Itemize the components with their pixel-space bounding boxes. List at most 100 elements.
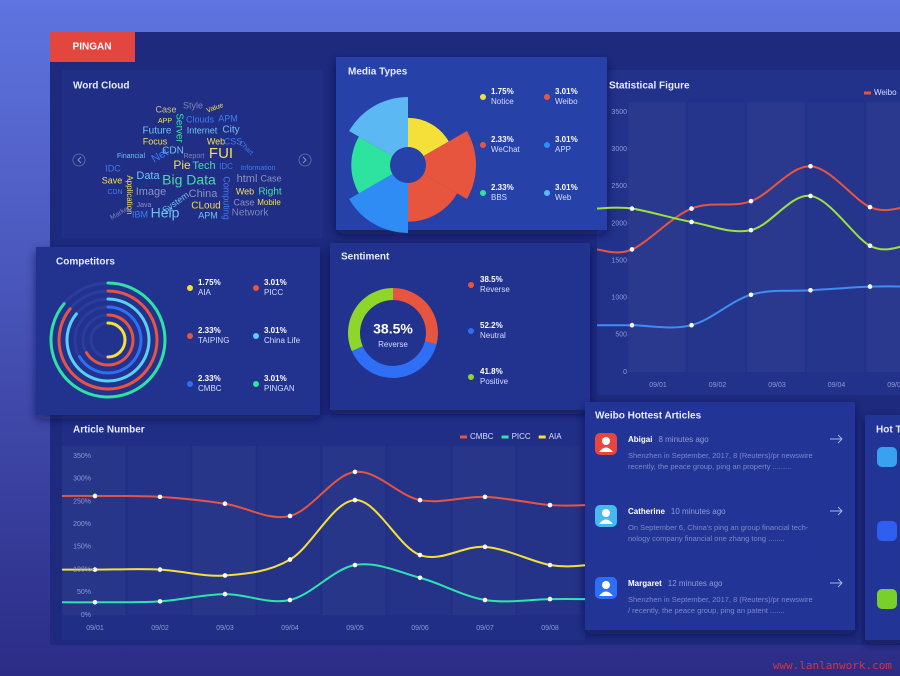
legend-label: APP (555, 145, 571, 154)
donut-segment (393, 288, 438, 345)
panel-title: Statistical Figure (609, 81, 690, 92)
prev-button[interactable] (72, 153, 86, 167)
x-tick-label: 09/05 (887, 382, 900, 389)
column-band (322, 446, 386, 615)
ring-arc (106, 321, 127, 359)
legend-label: Weibo (874, 88, 897, 97)
series-line (62, 470, 585, 519)
legend-dot (544, 190, 550, 196)
panel-title: Weibo Hottest Articles (595, 411, 702, 422)
column-band (518, 446, 581, 615)
word: Case (155, 104, 176, 114)
data-point (808, 287, 813, 293)
word: CSS (224, 136, 243, 146)
data-point (808, 193, 813, 199)
legend-value: 1.75% (198, 278, 221, 287)
legend-label: CMBC (198, 384, 222, 393)
word: html (237, 173, 258, 185)
rose-sector (351, 136, 393, 194)
y-tick-label: 1000 (611, 295, 627, 302)
data-point (867, 284, 873, 289)
y-tick-label: 50% (77, 589, 91, 596)
data-point (629, 322, 635, 328)
word: Information (240, 165, 275, 172)
word: Computing (222, 176, 232, 220)
y-tick-label: 500 (615, 332, 627, 339)
next-button[interactable] (298, 153, 312, 167)
avatar-head (602, 509, 610, 517)
legend-dot (544, 142, 550, 148)
data-point (92, 567, 98, 572)
share-button[interactable] (830, 578, 843, 588)
x-tick-label: 09/05 (346, 625, 364, 632)
legend-value: 3.01% (555, 87, 578, 96)
data-point (547, 502, 553, 508)
data-point (222, 573, 228, 578)
word: Network (232, 208, 270, 219)
y-tick-label: 250% (73, 498, 91, 505)
data-point (689, 206, 694, 211)
panel-title: Sentiment (341, 252, 390, 263)
y-tick-label: 200% (73, 521, 91, 528)
rose-sector (408, 117, 449, 156)
word: Save (102, 175, 123, 185)
word: Case (260, 173, 281, 183)
legend-dot (480, 142, 486, 148)
legend-swatch (538, 435, 546, 439)
panel (62, 70, 322, 238)
legend-label: China Life (264, 336, 301, 345)
rose-sector (349, 97, 408, 156)
data-point (287, 557, 293, 562)
data-point (547, 562, 553, 568)
data-point (808, 163, 813, 169)
word: CDN (162, 146, 184, 157)
legend-label: WeChat (491, 145, 521, 154)
donut-segment (351, 341, 437, 379)
y-tick-label: 150% (73, 544, 91, 551)
legend-label: Web (555, 193, 572, 202)
share-button[interactable] (830, 434, 843, 444)
y-tick-label: 1500 (611, 257, 627, 264)
article-text: / recently, the peace group, ping an pat… (628, 606, 785, 615)
data-point (417, 497, 423, 503)
article-time: 12 minutes ago (668, 579, 723, 588)
logo-box (50, 32, 135, 62)
share-button[interactable] (830, 506, 843, 516)
word: Application (125, 175, 134, 214)
y-tick-label: 0 (623, 369, 627, 376)
word: Data (136, 170, 160, 182)
avatar-body (599, 519, 613, 524)
panel-title: Word Cloud (73, 81, 129, 92)
watermark: www.lanlanwork.com (773, 659, 893, 672)
data-point (482, 544, 488, 550)
legend-label: Reverse (480, 285, 510, 294)
data-point (748, 292, 754, 298)
panel-title: Article Number (73, 425, 145, 436)
word: Focus (143, 136, 168, 146)
data-point (547, 596, 553, 602)
avatar-body (599, 447, 613, 452)
legend-dot (468, 328, 474, 334)
column-band (807, 102, 865, 372)
group (597, 102, 900, 372)
legend-value: 3.01% (264, 374, 287, 383)
legend-dot (480, 94, 486, 100)
y-tick-label: 100% (73, 566, 91, 573)
data-point (157, 599, 163, 604)
donut-segment (348, 288, 393, 351)
word: APP (158, 118, 172, 125)
y-tick-label: 2000 (611, 220, 627, 227)
y-tick-label: 3500 (611, 109, 627, 116)
legend-label: AIA (549, 432, 563, 441)
data-point (222, 591, 228, 597)
x-tick-label: 09/04 (828, 382, 846, 389)
legend-dot (253, 333, 259, 339)
next-icon (302, 156, 307, 164)
data-point (867, 204, 873, 210)
panel-title: Hot T (876, 425, 900, 436)
legend-label: AIA (198, 288, 212, 297)
legend-value: 52.2% (480, 321, 503, 330)
word: Financial (117, 153, 145, 160)
article-author: Catherine (628, 507, 665, 516)
legend-value: 3.01% (264, 326, 287, 335)
